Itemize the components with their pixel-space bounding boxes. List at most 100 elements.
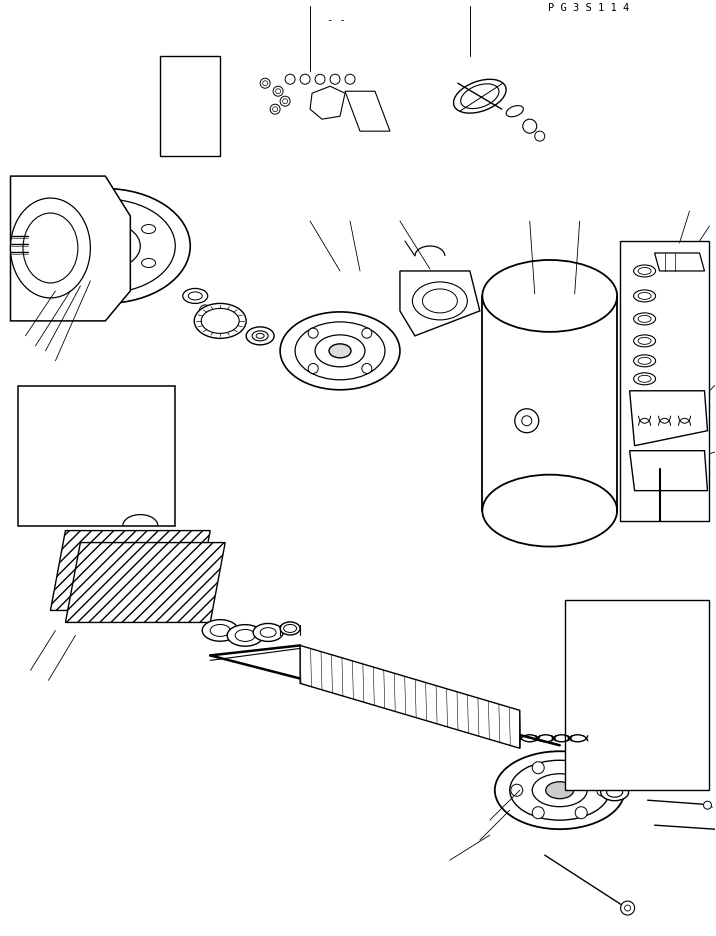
Ellipse shape bbox=[638, 268, 651, 274]
Ellipse shape bbox=[188, 292, 202, 300]
Ellipse shape bbox=[483, 475, 617, 547]
Ellipse shape bbox=[11, 198, 90, 298]
Ellipse shape bbox=[98, 208, 112, 216]
Ellipse shape bbox=[284, 624, 296, 633]
Polygon shape bbox=[310, 86, 345, 119]
Polygon shape bbox=[400, 271, 480, 336]
Polygon shape bbox=[654, 253, 705, 271]
Ellipse shape bbox=[201, 308, 239, 333]
Ellipse shape bbox=[142, 225, 155, 233]
Ellipse shape bbox=[638, 337, 651, 344]
Polygon shape bbox=[345, 91, 390, 131]
Circle shape bbox=[362, 363, 372, 373]
Ellipse shape bbox=[295, 322, 385, 380]
Ellipse shape bbox=[235, 629, 255, 641]
Circle shape bbox=[345, 74, 355, 84]
Circle shape bbox=[285, 74, 295, 84]
Circle shape bbox=[330, 74, 340, 84]
Circle shape bbox=[624, 905, 631, 911]
Circle shape bbox=[621, 901, 634, 915]
Polygon shape bbox=[65, 543, 226, 622]
Ellipse shape bbox=[634, 355, 656, 367]
Polygon shape bbox=[11, 176, 130, 321]
Ellipse shape bbox=[638, 358, 651, 364]
Ellipse shape bbox=[36, 199, 175, 293]
Ellipse shape bbox=[634, 335, 656, 347]
Polygon shape bbox=[629, 451, 707, 490]
Ellipse shape bbox=[483, 260, 617, 332]
Ellipse shape bbox=[70, 223, 140, 270]
Ellipse shape bbox=[329, 344, 351, 358]
Ellipse shape bbox=[634, 265, 656, 277]
Circle shape bbox=[270, 104, 280, 114]
Ellipse shape bbox=[453, 80, 506, 113]
Circle shape bbox=[532, 807, 544, 819]
Ellipse shape bbox=[634, 313, 656, 325]
Ellipse shape bbox=[495, 752, 624, 829]
Ellipse shape bbox=[142, 258, 155, 268]
Circle shape bbox=[315, 74, 325, 84]
Polygon shape bbox=[300, 646, 520, 748]
Circle shape bbox=[273, 86, 283, 96]
Circle shape bbox=[523, 119, 537, 133]
Ellipse shape bbox=[532, 774, 587, 807]
Ellipse shape bbox=[23, 213, 78, 283]
Circle shape bbox=[280, 96, 290, 106]
Circle shape bbox=[704, 801, 712, 810]
Ellipse shape bbox=[280, 622, 300, 635]
Polygon shape bbox=[629, 391, 707, 446]
Text: - -: - - bbox=[327, 15, 346, 24]
Ellipse shape bbox=[194, 303, 246, 339]
Circle shape bbox=[362, 329, 372, 338]
Ellipse shape bbox=[55, 225, 69, 233]
Ellipse shape bbox=[510, 760, 609, 820]
Ellipse shape bbox=[606, 787, 623, 797]
Circle shape bbox=[300, 74, 310, 84]
Circle shape bbox=[511, 784, 523, 797]
Polygon shape bbox=[19, 386, 175, 526]
Circle shape bbox=[575, 762, 587, 774]
Circle shape bbox=[263, 80, 268, 86]
Text: P G 3 S 1 1 4: P G 3 S 1 1 4 bbox=[548, 3, 629, 12]
Ellipse shape bbox=[256, 333, 264, 339]
Ellipse shape bbox=[246, 327, 274, 344]
Polygon shape bbox=[160, 56, 221, 156]
Ellipse shape bbox=[506, 106, 523, 117]
Polygon shape bbox=[50, 531, 211, 610]
Circle shape bbox=[532, 762, 544, 774]
Ellipse shape bbox=[211, 624, 230, 636]
Ellipse shape bbox=[280, 312, 400, 389]
Ellipse shape bbox=[546, 782, 574, 798]
Circle shape bbox=[535, 131, 545, 141]
Circle shape bbox=[276, 89, 281, 94]
Ellipse shape bbox=[253, 623, 283, 641]
Ellipse shape bbox=[98, 275, 112, 285]
Ellipse shape bbox=[412, 282, 468, 320]
Ellipse shape bbox=[227, 624, 263, 646]
Ellipse shape bbox=[638, 315, 651, 322]
Ellipse shape bbox=[638, 375, 651, 382]
Ellipse shape bbox=[252, 330, 268, 341]
Ellipse shape bbox=[21, 188, 190, 303]
Ellipse shape bbox=[634, 290, 656, 302]
Ellipse shape bbox=[55, 258, 69, 268]
Circle shape bbox=[596, 784, 609, 797]
Circle shape bbox=[522, 416, 532, 426]
Circle shape bbox=[199, 305, 211, 317]
Ellipse shape bbox=[601, 783, 629, 800]
Circle shape bbox=[515, 409, 538, 432]
Ellipse shape bbox=[183, 288, 208, 303]
Polygon shape bbox=[565, 601, 710, 790]
Circle shape bbox=[308, 329, 318, 338]
Circle shape bbox=[283, 98, 288, 104]
Ellipse shape bbox=[315, 335, 365, 367]
Ellipse shape bbox=[634, 373, 656, 385]
Ellipse shape bbox=[202, 620, 238, 641]
Ellipse shape bbox=[260, 628, 276, 637]
Ellipse shape bbox=[638, 292, 651, 300]
Circle shape bbox=[575, 807, 587, 819]
Ellipse shape bbox=[422, 289, 458, 313]
Ellipse shape bbox=[460, 84, 499, 109]
Circle shape bbox=[308, 363, 318, 373]
Polygon shape bbox=[619, 241, 710, 520]
